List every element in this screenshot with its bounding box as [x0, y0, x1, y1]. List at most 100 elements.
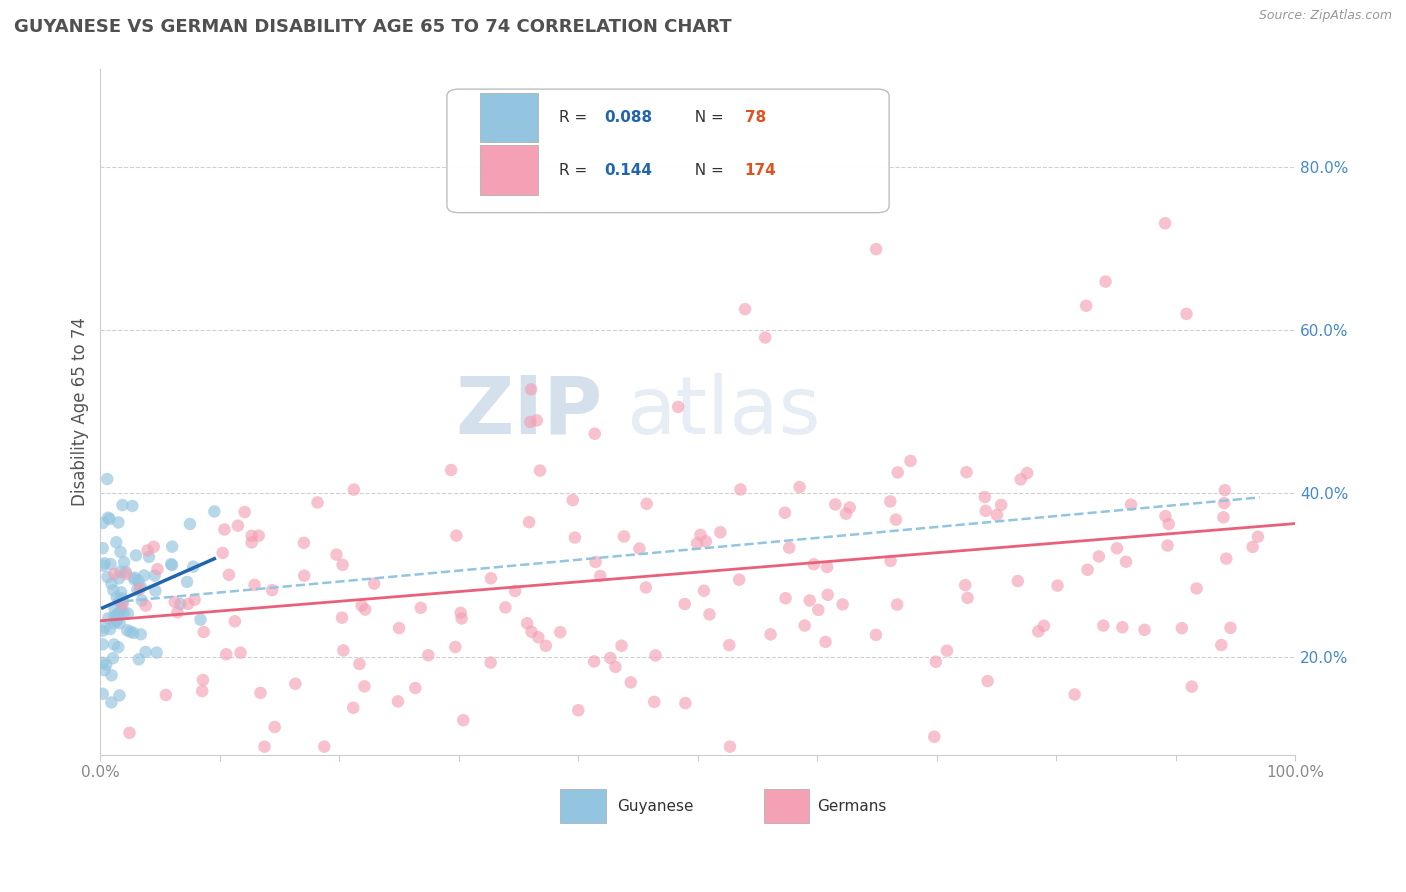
Point	[292, 568, 315, 582]
Point	[91, 637, 114, 651]
Point	[879, 494, 901, 508]
Point	[775, 591, 797, 606]
Point	[773, 506, 796, 520]
Text: GUYANESE VS GERMAN DISABILITY AGE 65 TO 74 CORRELATION CHART: GUYANESE VS GERMAN DISABILITY AGE 65 TO …	[14, 18, 731, 36]
Point	[105, 535, 128, 549]
Point	[110, 602, 132, 616]
Point	[96, 570, 118, 584]
Point	[817, 588, 839, 602]
Text: ZIP: ZIP	[456, 373, 602, 450]
Point	[214, 523, 236, 537]
Point	[128, 582, 150, 596]
Point	[453, 713, 475, 727]
Point	[561, 493, 583, 508]
Point	[121, 499, 143, 513]
Point	[145, 646, 167, 660]
Point	[1154, 509, 1177, 524]
Point	[925, 655, 948, 669]
Point	[1046, 579, 1069, 593]
Point	[699, 607, 721, 622]
FancyBboxPatch shape	[447, 89, 889, 212]
Point	[100, 576, 122, 591]
Point	[686, 536, 709, 550]
Point	[1076, 299, 1098, 313]
Point	[163, 595, 186, 609]
Point	[100, 695, 122, 709]
Point	[112, 606, 135, 620]
Point	[363, 576, 385, 591]
Text: N =: N =	[685, 162, 728, 178]
Point	[146, 562, 169, 576]
Point	[1171, 621, 1194, 635]
Point	[673, 696, 696, 710]
Point	[973, 490, 995, 504]
Point	[444, 640, 467, 654]
Point	[610, 639, 633, 653]
Point	[831, 598, 853, 612]
Point	[224, 615, 246, 629]
Point	[835, 507, 858, 521]
Point	[353, 679, 375, 693]
Point	[349, 657, 371, 671]
Point	[634, 581, 657, 595]
Point	[986, 508, 1008, 522]
Point	[215, 647, 238, 661]
Point	[990, 498, 1012, 512]
Point	[103, 583, 125, 598]
Y-axis label: Disability Age 65 to 74: Disability Age 65 to 74	[72, 318, 89, 506]
Text: 0.088: 0.088	[605, 110, 652, 125]
Point	[125, 549, 148, 563]
Bar	[561, 789, 606, 823]
Point	[479, 571, 502, 585]
Point	[108, 616, 131, 631]
Point	[96, 657, 118, 672]
Point	[440, 463, 463, 477]
Point	[1154, 216, 1177, 230]
Point	[585, 555, 607, 569]
Point	[1181, 680, 1204, 694]
Point	[548, 625, 571, 640]
Point	[107, 516, 129, 530]
Point	[583, 426, 606, 441]
Point	[599, 651, 621, 665]
Point	[105, 612, 128, 626]
Point	[1077, 563, 1099, 577]
Point	[350, 599, 373, 613]
Point	[105, 614, 128, 628]
Point	[253, 739, 276, 754]
Point	[103, 609, 125, 624]
Point	[643, 695, 665, 709]
Point	[865, 242, 887, 256]
Point	[325, 548, 347, 562]
Point	[613, 529, 636, 543]
Point	[120, 624, 142, 639]
Point	[105, 590, 128, 604]
Point	[778, 541, 800, 555]
Point	[108, 689, 131, 703]
Point	[240, 535, 263, 549]
Point	[567, 703, 589, 717]
Point	[838, 500, 860, 515]
Point	[922, 730, 945, 744]
Point	[1213, 483, 1236, 497]
Point	[160, 558, 183, 572]
Point	[628, 541, 651, 556]
Point	[91, 624, 114, 638]
Point	[108, 571, 131, 585]
Point	[135, 645, 157, 659]
Point	[142, 540, 165, 554]
Point	[176, 574, 198, 589]
Point	[93, 557, 115, 571]
Point	[1211, 638, 1233, 652]
Point	[1215, 551, 1237, 566]
Point	[97, 611, 120, 625]
Point	[127, 582, 149, 597]
Point	[605, 660, 627, 674]
Bar	[481, 93, 537, 142]
Point	[689, 528, 711, 542]
Point	[718, 739, 741, 754]
Point	[233, 505, 256, 519]
Point	[1247, 530, 1270, 544]
Point	[517, 515, 540, 529]
Point	[243, 578, 266, 592]
